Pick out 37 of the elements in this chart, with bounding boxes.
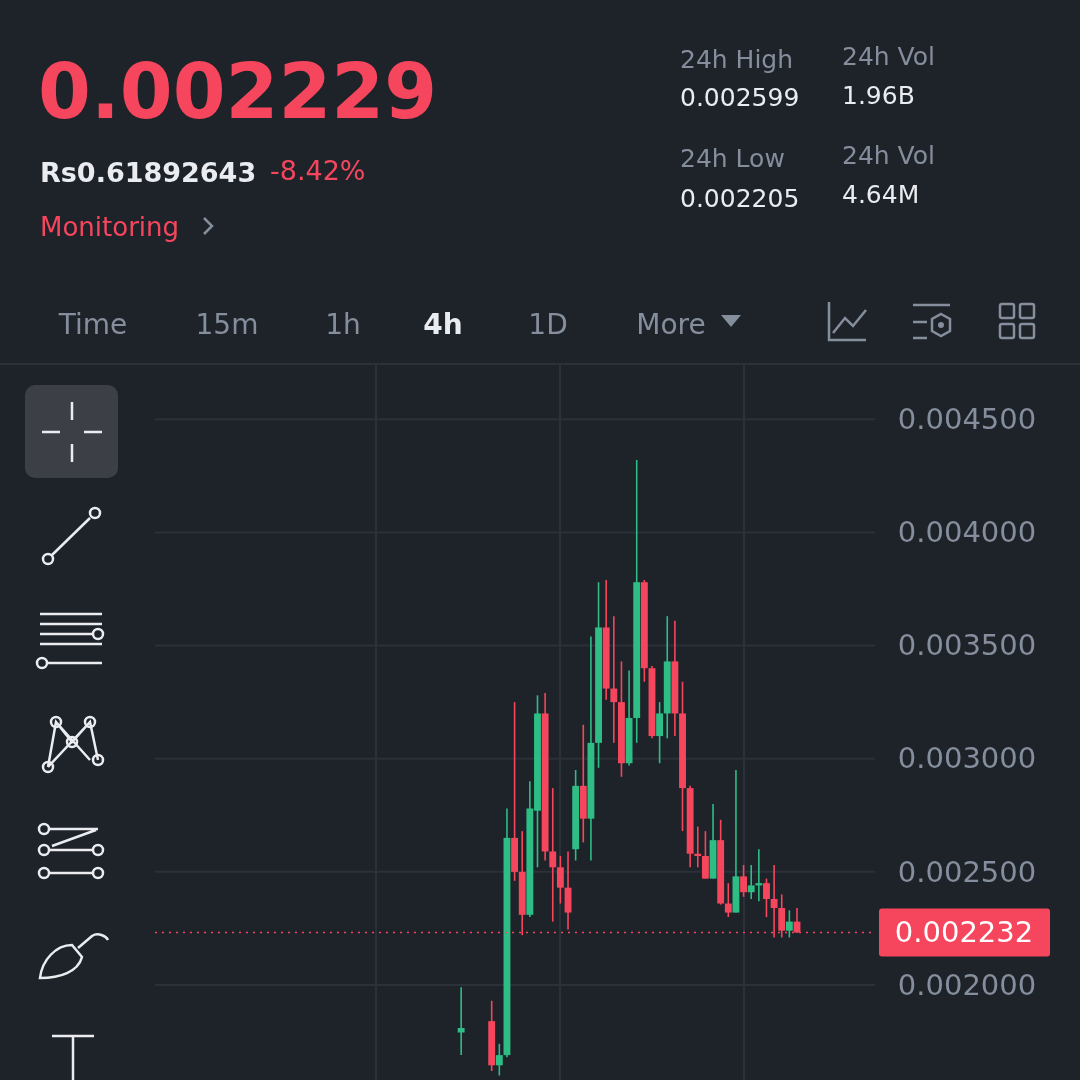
candlestick [656,701,664,765]
text: 1.96B [842,81,915,110]
text: 24h Low [680,144,785,173]
text: -8.42% [270,155,366,186]
candlestick [724,882,732,918]
text: Time [57,308,128,341]
text: 15m [195,308,259,341]
y-tick-label: 0.004000 [897,515,1037,550]
y-tick-label: 0.002500 [897,854,1037,889]
text: 24h Vol [842,42,936,71]
candlestick [495,1043,503,1077]
candlestick [549,787,557,923]
text: 4.64M [842,180,920,209]
y-tick-label: 0.003000 [897,741,1037,776]
candlestick [740,864,748,898]
text: 0.002599 [680,83,800,112]
text: Monitoring [40,212,180,242]
chart-title: 0.002229 [38,47,438,136]
text: 24h Vol [842,141,936,170]
candlestick [610,615,618,744]
text: More [636,308,706,341]
candlestick [763,877,770,918]
candlestick [457,986,465,1056]
text: 24h High [680,45,794,74]
candlestick [701,830,709,880]
text: 4h [423,308,463,341]
text: 1D [528,308,568,341]
text: 1h [325,308,361,341]
ref-line-label: 0.002232 [894,915,1034,950]
text: 0.002205 [680,184,800,213]
y-tick-label: 0.003500 [897,628,1037,663]
y-tick-label: 0.002000 [897,967,1037,1002]
candlestick [747,864,755,900]
y-tick-label: 0.004500 [897,402,1037,437]
text: Rs0.61892643 [40,157,257,188]
candlestick [785,909,793,939]
candlestick [556,855,564,905]
